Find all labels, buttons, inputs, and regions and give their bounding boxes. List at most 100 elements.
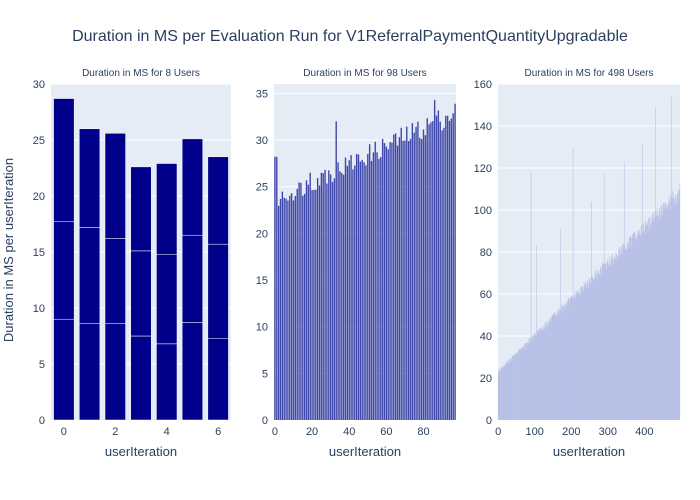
bar: [602, 263, 604, 420]
bar: [407, 141, 410, 420]
bar: [562, 311, 564, 420]
y-tick-label: 30: [256, 135, 268, 147]
bar: [398, 137, 401, 421]
bar: [646, 224, 648, 420]
bar: [633, 232, 635, 420]
bar: [569, 306, 571, 420]
bar: [596, 279, 598, 420]
bar: [619, 246, 621, 420]
bar: [597, 273, 599, 420]
bar: [663, 202, 665, 420]
bar: [587, 288, 589, 420]
bar: [644, 233, 646, 420]
bar: [518, 349, 519, 420]
bar: [542, 328, 543, 420]
bar: [637, 235, 638, 420]
bar: [400, 127, 402, 420]
x-tick-label: 20: [306, 426, 318, 438]
bar: [389, 142, 391, 420]
bar: [679, 191, 680, 420]
bar: [512, 355, 514, 420]
y-tick-label: 5: [262, 368, 268, 380]
y-tick-label: 25: [33, 135, 45, 147]
bar: [653, 217, 655, 420]
bar: [508, 362, 509, 420]
bar: [509, 362, 511, 420]
bar: [420, 138, 423, 421]
x-tick-label: 2: [112, 426, 118, 438]
bar: [641, 231, 643, 420]
bar: [500, 370, 501, 420]
bar: [611, 258, 612, 420]
y-tick-label: 30: [33, 79, 45, 91]
bar: [603, 174, 605, 420]
bar: [599, 274, 600, 420]
bar: [606, 262, 608, 420]
bar: [604, 263, 606, 420]
bar: [564, 305, 566, 420]
bar: [658, 220, 659, 420]
bar: [342, 174, 345, 420]
bar: [441, 130, 443, 421]
y-tick-label: 35: [256, 88, 268, 100]
bar: [517, 349, 519, 420]
bar: [318, 185, 321, 420]
bar: [626, 249, 627, 420]
y-tick-label: 60: [480, 289, 492, 301]
bar: [595, 270, 597, 420]
bar: [446, 115, 449, 420]
bar: [585, 280, 587, 420]
bar: [560, 310, 562, 420]
bar: [581, 285, 583, 420]
bar: [551, 317, 552, 420]
bar: [552, 314, 554, 420]
bar: [361, 159, 363, 421]
bar: [649, 226, 651, 420]
bar: [568, 298, 570, 420]
bar: [663, 203, 664, 420]
bar: [376, 152, 378, 420]
bar: [649, 217, 650, 420]
bar: [531, 337, 533, 420]
bar: [502, 366, 503, 420]
bar: [545, 321, 547, 420]
bar: [562, 305, 563, 420]
y-axis-title: Duration in MS per userIteration: [1, 158, 16, 342]
bar: [502, 366, 504, 420]
bar: [579, 293, 580, 420]
bar: [580, 295, 582, 420]
bar: [402, 140, 404, 421]
bar: [553, 313, 554, 420]
bar: [545, 328, 546, 420]
bar: [452, 113, 454, 421]
bar: [657, 214, 659, 420]
y-tick-label: 10: [256, 322, 268, 334]
bar: [585, 285, 587, 420]
bar: [541, 330, 542, 420]
bar: [354, 165, 356, 420]
bar: [287, 200, 289, 420]
bar: [589, 283, 591, 420]
bar: [324, 169, 326, 420]
bar: [337, 162, 339, 421]
bar: [588, 280, 590, 420]
x-tick-label: 0: [495, 426, 501, 438]
bar: [534, 334, 536, 420]
bar: [609, 256, 610, 420]
bar: [633, 240, 634, 420]
bar: [600, 274, 602, 420]
bar: [638, 231, 640, 420]
bar: [497, 373, 499, 420]
bar: [666, 206, 668, 420]
bar: [359, 161, 362, 421]
bar: [370, 161, 373, 420]
bar: [538, 332, 540, 420]
bar: [409, 138, 412, 420]
bar: [513, 354, 515, 420]
bar: [632, 233, 633, 420]
bar: [294, 195, 297, 420]
bar: [610, 259, 612, 420]
bar: [659, 219, 661, 420]
bar: [559, 308, 560, 420]
bar: [652, 214, 654, 420]
